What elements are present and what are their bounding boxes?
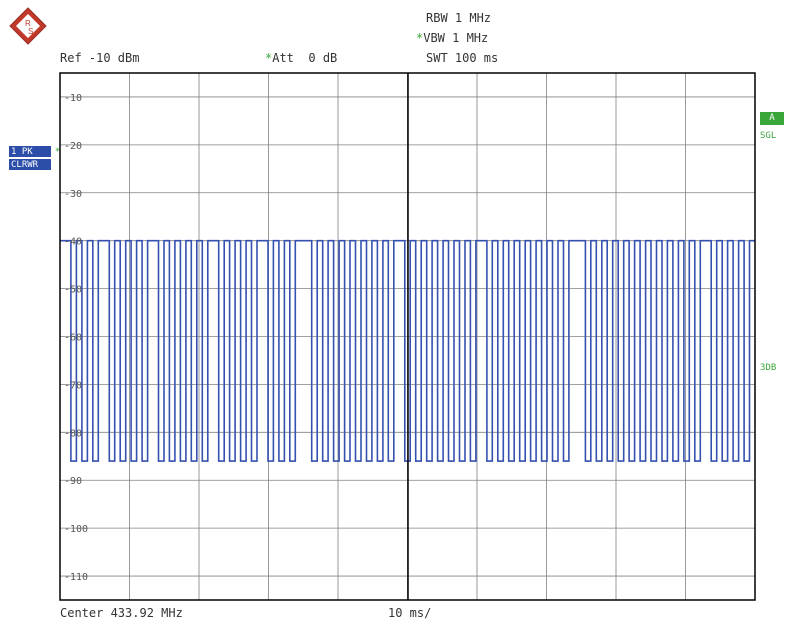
- y-tick-label: -100: [64, 524, 88, 535]
- y-tick-label: -80: [64, 428, 82, 439]
- y-tick-label: -110: [64, 572, 88, 583]
- y-tick-label: -90: [64, 476, 82, 487]
- y-tick-label: -60: [64, 333, 82, 344]
- y-tick-label: -40: [64, 237, 82, 248]
- y-tick-label: -30: [64, 189, 82, 200]
- y-tick-label: -10: [64, 93, 82, 104]
- center-frequency: Center 433.92 MHz: [60, 606, 183, 620]
- y-tick-label: -20: [64, 141, 82, 152]
- time-per-division: 10 ms/: [388, 606, 431, 620]
- y-tick-label: -70: [64, 380, 82, 391]
- y-axis-labels: -10 -20 -30 -40 -50 -60 -70 -80 -90 -100 -110: [64, 93, 88, 583]
- y-tick-label: -50: [64, 285, 82, 296]
